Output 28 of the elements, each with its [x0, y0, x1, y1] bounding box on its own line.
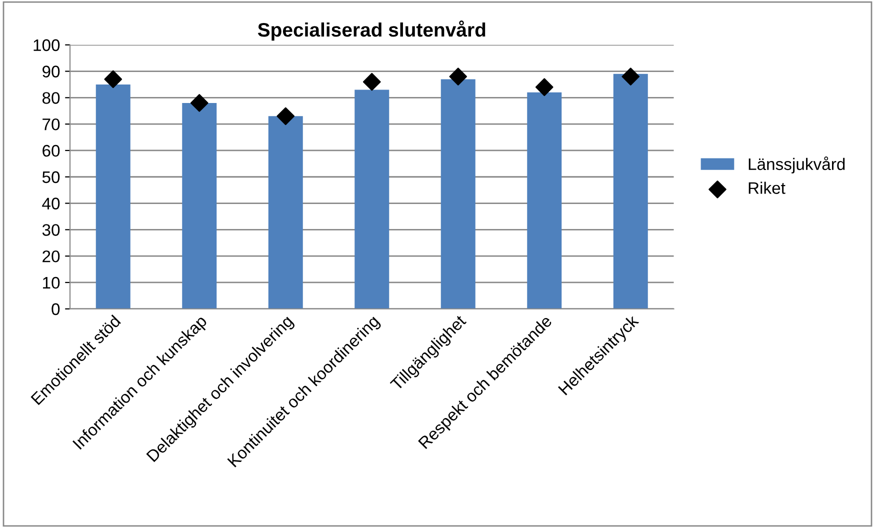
y-tick-label: 80	[42, 92, 60, 104]
chart-title: Specialiserad slutenvård	[258, 20, 486, 41]
bar	[182, 102, 217, 309]
point	[104, 70, 122, 88]
bar	[96, 84, 130, 309]
y-tick-label: 20	[42, 250, 60, 262]
bar	[440, 79, 476, 309]
y-tick-label: 30	[42, 224, 60, 236]
y-tick-label: 0	[52, 303, 60, 316]
y-tick-label: 60	[42, 144, 60, 157]
y-tick-label: 90	[42, 66, 60, 78]
point	[535, 78, 554, 96]
bar	[613, 74, 648, 309]
point	[622, 68, 640, 86]
point	[449, 68, 468, 86]
point	[276, 107, 295, 126]
y-tick-label: 100	[34, 39, 60, 52]
point	[362, 72, 381, 91]
y-tick-label: 40	[42, 198, 60, 210]
bar	[268, 116, 303, 309]
y-tick-label: 70	[42, 118, 60, 130]
y-tick-label: 50	[42, 171, 60, 184]
legend-label: Länssjukvård	[748, 156, 845, 174]
y-tick-label: 10	[43, 276, 60, 289]
point	[190, 94, 208, 112]
legend-label: Riket	[748, 182, 786, 194]
bar	[527, 92, 562, 309]
bar	[354, 90, 390, 309]
